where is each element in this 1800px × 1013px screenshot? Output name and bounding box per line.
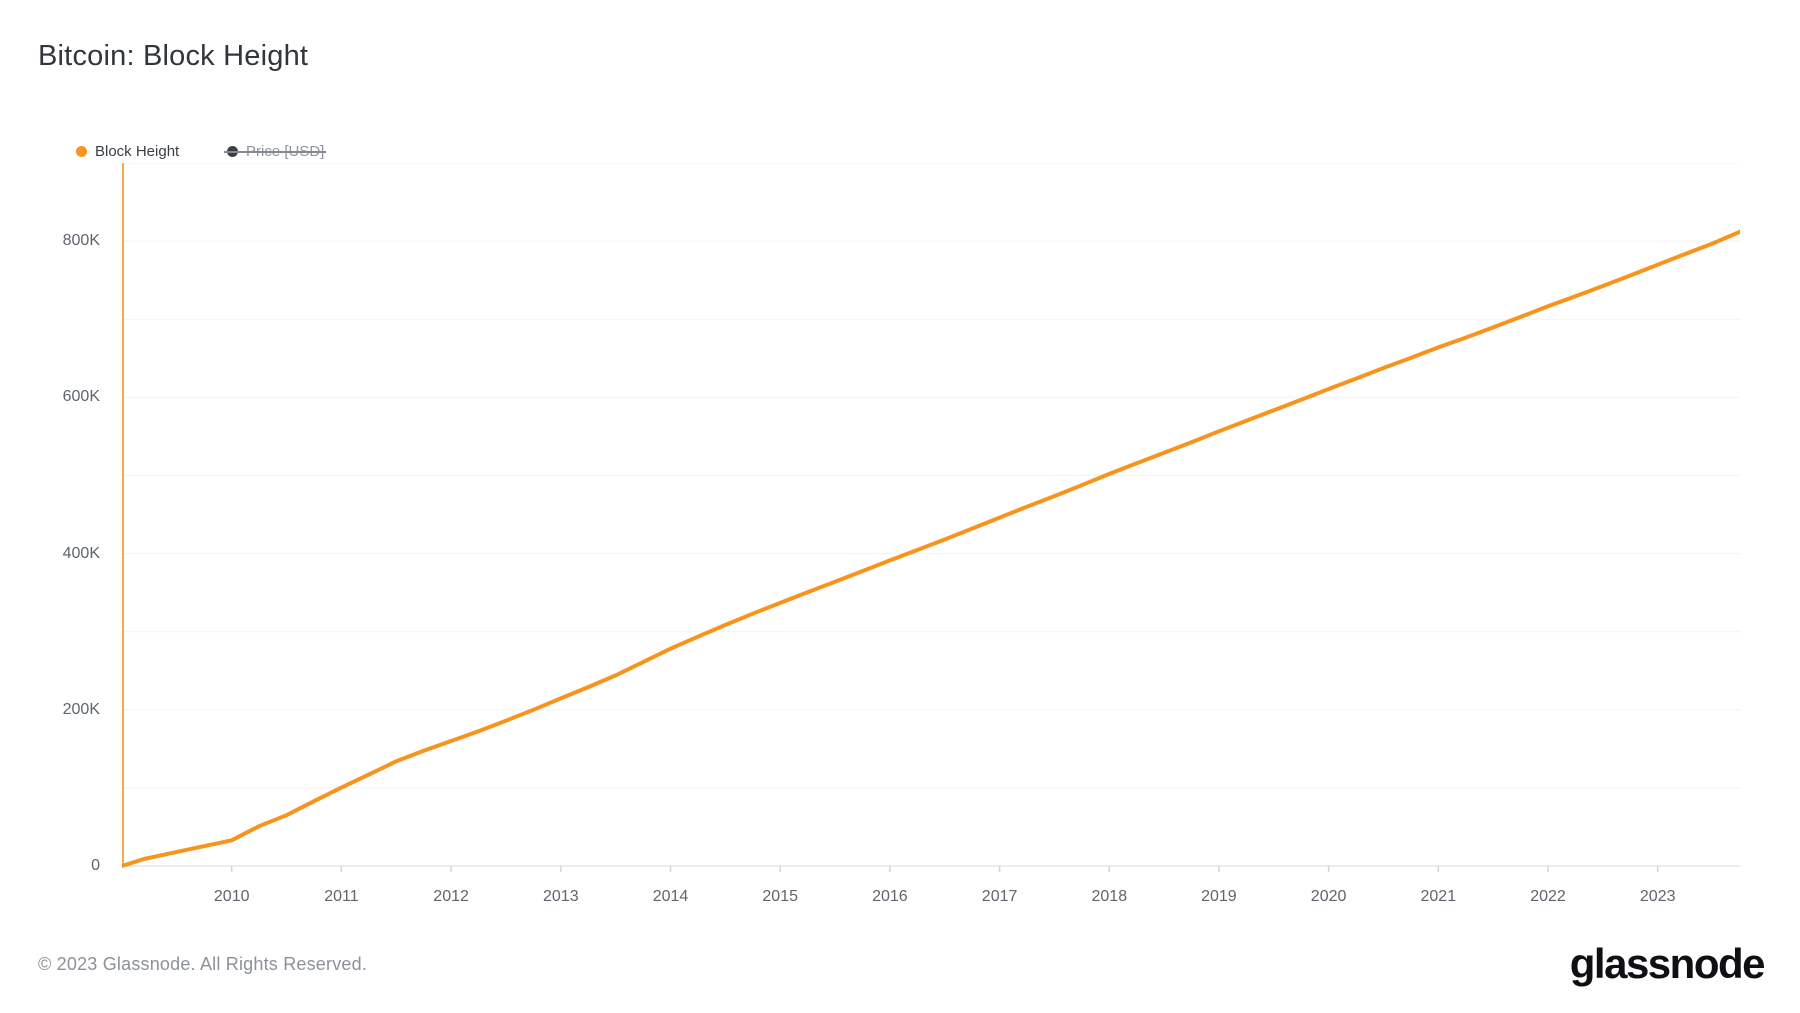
footer-copyright: © 2023 Glassnode. All Rights Reserved. [38, 954, 368, 974]
x-axis-tick-label: 2022 [1530, 888, 1566, 905]
chart-plot-area[interactable] [122, 163, 1740, 873]
glassnode-logo: glassnode [1569, 940, 1766, 987]
y-axis-tick-label: 600K [62, 388, 100, 406]
x-axis-tick-label: 2014 [652, 888, 689, 905]
x-axis-tick-label: 2017 [981, 888, 1018, 905]
legend-item-block-height[interactable]: Block Height [76, 143, 179, 160]
legend-item-label: Price [USD] [246, 143, 325, 160]
y-axis-tick-label: 200K [62, 700, 100, 718]
x-axis-tick-label: 2011 [324, 888, 359, 905]
x-axis-tick-label: 2015 [762, 888, 798, 905]
x-axis-tick-label: 2012 [433, 888, 469, 905]
x-axis-tick-label: 2019 [1201, 888, 1237, 905]
x-axis-tick-label: 2021 [1420, 888, 1457, 905]
x-axis-tick-label: 2016 [872, 888, 908, 905]
x-axis-tick-label: 2020 [1310, 888, 1347, 905]
y-axis-tick-label: 400K [62, 544, 100, 562]
page-title: Bitcoin: Block Height [38, 40, 309, 72]
chart-legend: Block Height Price [USD] [0, 143, 1800, 163]
block-height-line [122, 229, 1740, 868]
x-axis-tick-label: 2013 [543, 888, 579, 905]
price-usd-marker-icon [227, 146, 238, 157]
block-height-marker-icon [76, 146, 87, 157]
y-axis-tick-label: 800K [62, 232, 100, 250]
x-axis-labels: 2010 2011 2012 2013 2014 2015 2016 2017 2018 2019… [122, 888, 1740, 912]
legend-item-label: Block Height [95, 143, 180, 160]
y-axis-tick-label: 0 [91, 857, 100, 874]
y-axis-labels: 800K 600K 400K 200K 0 [0, 163, 100, 874]
x-axis-tick-label: 2018 [1091, 888, 1128, 905]
x-axis-tick-label: 2023 [1639, 888, 1676, 905]
x-axis-tick-label: 2010 [213, 888, 250, 905]
legend-item-price-usd[interactable]: Price [USD] [223, 143, 327, 160]
